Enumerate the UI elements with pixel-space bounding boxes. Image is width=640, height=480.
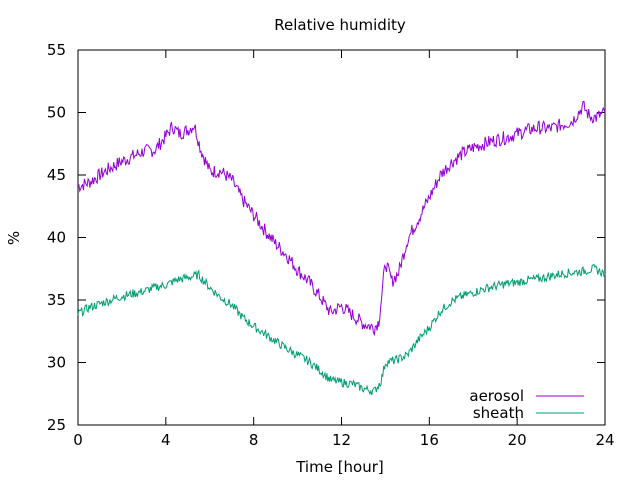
y-tick-label: 25: [47, 416, 66, 434]
x-tick-label: 0: [73, 431, 83, 449]
y-axis: 25 30 35 40 45 50 55: [47, 41, 605, 434]
series-line-aerosol: [77, 100, 606, 336]
x-tick-label: 12: [332, 431, 351, 449]
legend-label-sheath: sheath: [473, 404, 524, 422]
chart-title: Relative humidity: [274, 16, 406, 34]
y-tick-label: 50: [47, 104, 66, 122]
plot-border: [77, 49, 606, 426]
series-layer: [77, 100, 606, 396]
y-tick-label: 35: [47, 291, 66, 309]
y-tick-label: 40: [47, 229, 66, 247]
x-tick-label: 4: [161, 431, 171, 449]
y-tick-label: 45: [47, 166, 66, 184]
y-axis-label: %: [5, 231, 23, 245]
x-tick-label: 24: [595, 431, 614, 449]
legend-label-aerosol: aerosol: [469, 387, 524, 405]
x-tick-label: 16: [420, 431, 439, 449]
plot-area: [77, 49, 606, 426]
series-line-sheath: [77, 263, 606, 396]
y-tick-label: 30: [47, 354, 66, 372]
y-tick-label: 55: [47, 41, 66, 59]
x-axis: 0 4 8 12 16 20 24: [73, 50, 615, 449]
x-tick-label: 8: [249, 431, 259, 449]
x-tick-label: 20: [508, 431, 527, 449]
x-axis-label: Time [hour]: [295, 458, 384, 476]
